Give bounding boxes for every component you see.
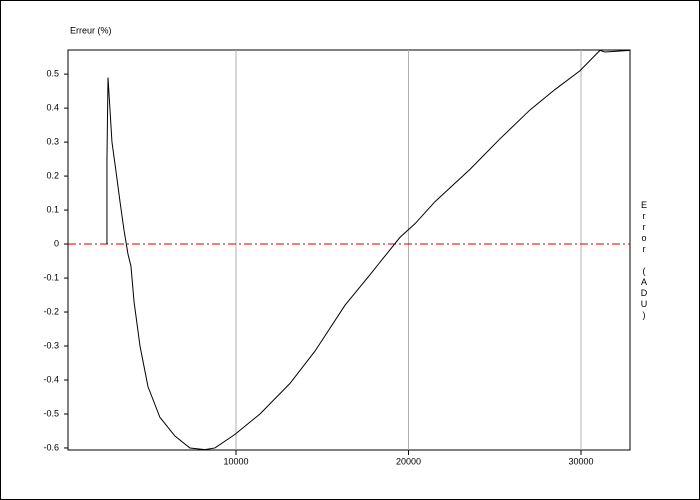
x-tick-label: 30000 (568, 456, 593, 466)
y-tick-label: -0.6 (43, 442, 59, 452)
y2-axis-label: Error (ADU) (639, 200, 649, 321)
x-tick-label: 20000 (396, 456, 421, 466)
x-tick-label: 10000 (223, 456, 248, 466)
y-tick-label: 0.5 (46, 69, 59, 79)
y-tick-label: -0.3 (43, 340, 59, 350)
y-tick-label: 0.3 (46, 136, 59, 146)
y-tick-label: -0.4 (43, 374, 59, 384)
y-tick-label: -0.5 (43, 408, 59, 418)
data-line (106, 49, 631, 451)
y-tick-label: -0.2 (43, 306, 59, 316)
y-tick-label: -0.1 (43, 272, 59, 282)
y-tick-label: 0.1 (46, 204, 59, 214)
plot-area (67, 49, 631, 451)
y-tick-label: 0.2 (46, 170, 59, 180)
y-axis-label: Erreur (%) (70, 25, 112, 35)
y-tick-label: 0.4 (46, 102, 59, 112)
y-tick-label: 0 (54, 238, 59, 248)
